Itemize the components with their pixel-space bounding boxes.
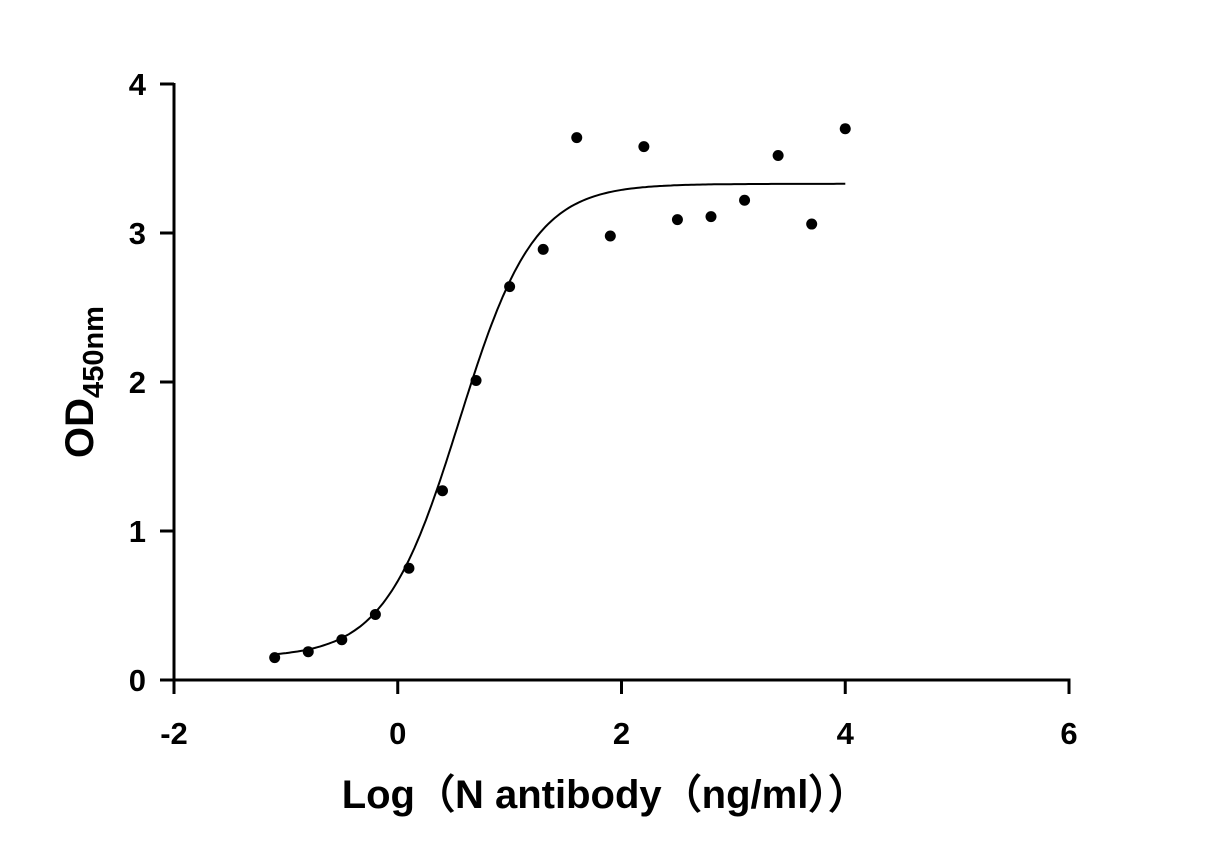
y-axis-label: OD450nm xyxy=(58,306,110,458)
data-point xyxy=(537,243,549,255)
x-tick-label: 6 xyxy=(1060,716,1077,751)
y-tick-label: 3 xyxy=(129,216,146,251)
data-points xyxy=(269,123,851,664)
y-tick-label: 0 xyxy=(129,663,146,698)
data-point xyxy=(806,218,818,230)
axes: 0 1 2 3 4 -2 0 2 4 6 xyxy=(129,67,1078,751)
data-point xyxy=(571,132,583,144)
data-point xyxy=(671,214,683,226)
data-point xyxy=(504,281,516,293)
y-tick-label: 4 xyxy=(129,67,147,102)
data-point xyxy=(638,141,650,153)
x-tick-label: 4 xyxy=(837,716,855,751)
x-tick-label: 0 xyxy=(389,716,406,751)
data-point xyxy=(839,123,851,135)
y-axis-label-sub: 450nm xyxy=(78,306,110,398)
data-point xyxy=(604,230,616,242)
data-point xyxy=(739,194,751,206)
data-point xyxy=(336,634,348,646)
data-point xyxy=(470,375,482,387)
data-point xyxy=(705,211,717,223)
y-tick-label: 2 xyxy=(129,365,146,400)
data-point xyxy=(772,150,784,162)
y-tick-label: 1 xyxy=(129,514,146,549)
data-point xyxy=(437,485,448,497)
y-axis-label-main: OD xyxy=(58,398,102,458)
x-tick-label: 2 xyxy=(613,716,630,751)
data-point xyxy=(302,646,314,658)
fit-curve xyxy=(274,182,846,656)
data-point xyxy=(369,608,381,620)
x-tick-label: -2 xyxy=(160,716,188,751)
x-axis-label: Log（N antibody（ng/ml）） xyxy=(342,773,869,817)
data-point xyxy=(269,652,281,664)
data-point xyxy=(403,562,415,574)
